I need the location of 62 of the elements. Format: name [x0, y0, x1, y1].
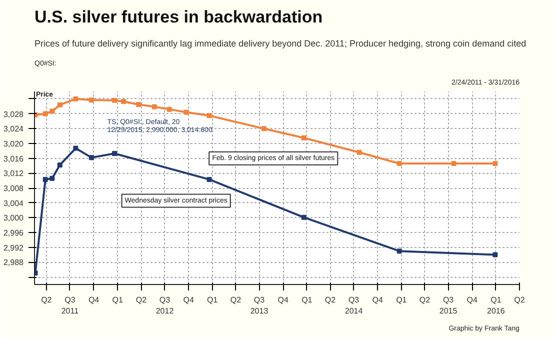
point [492, 161, 498, 166]
y-tick-label: 3,012 [3, 169, 24, 178]
y-tick-label: 2,992 [3, 243, 24, 252]
point [112, 98, 118, 103]
point [136, 102, 142, 107]
x-tick-label: Q3 2011 [61, 296, 80, 316]
y-tick-label: 2,996 [3, 228, 24, 238]
x-tick-label: Q1 [112, 296, 124, 304]
x-tick-label: Q3 2012 [156, 296, 174, 316]
x-tick-label: Q2 [41, 296, 52, 304]
chart-title: U.S. silver futures in backwardation [34, 8, 323, 26]
y-tick-label: 2,988 [3, 258, 24, 268]
point [42, 176, 48, 182]
point [73, 96, 78, 102]
y-tick-label: 3,000 [3, 214, 24, 223]
x-tick-label: Q3 2013 [250, 296, 269, 316]
point [121, 99, 126, 104]
x-tick-label: Q3 2014 [344, 296, 364, 316]
point [492, 252, 498, 258]
y-tick-label: 3,008 [3, 184, 24, 193]
y-tick-label: 3,020 [3, 139, 24, 148]
point [301, 214, 306, 220]
point [206, 176, 212, 182]
point [451, 161, 456, 166]
x-tick-label: Q1 2016 [487, 296, 506, 316]
point [396, 161, 402, 166]
point [88, 155, 94, 160]
point [301, 135, 306, 140]
x-tick-label: Q4 [183, 296, 194, 304]
x-tick-label: Q2 [324, 296, 336, 304]
y-tick-label: 3,024 [3, 124, 24, 134]
point [166, 106, 172, 112]
point [88, 98, 94, 103]
y-tick-label: 3,016 [3, 154, 24, 164]
x-tick-label: Q2 [514, 296, 526, 304]
point [184, 110, 189, 115]
x-tick-label: Q2 [230, 296, 242, 304]
point [356, 150, 362, 155]
x-tick-label: Q2 [419, 296, 431, 304]
point [73, 146, 78, 151]
point [152, 104, 157, 110]
x-tick-label: Q1 [396, 296, 408, 304]
point [206, 113, 212, 118]
x-tick-label: Q2 [136, 296, 148, 304]
x-tick-label: Q1 [207, 296, 218, 304]
point [57, 102, 62, 108]
point [112, 150, 118, 156]
point [50, 176, 55, 181]
x-tick-label: Q1 [302, 296, 313, 304]
x-tick-label: Q4 [466, 296, 478, 304]
x-tick-label: Q4 [372, 296, 384, 304]
y-tick-label: 3,004 [3, 198, 24, 208]
chart-subtitle: Prices of future delivery significantly lag immediate delivery beyond Dec. 2011; Producer hedging, strong coin demand cited [34, 38, 526, 48]
point [42, 111, 48, 116]
point [261, 126, 266, 132]
point [57, 162, 62, 168]
x-tick-label: Q3 2015 [439, 296, 458, 316]
point [50, 108, 55, 114]
point [396, 248, 402, 254]
x-tick-label: Q4 [88, 296, 100, 304]
y-tick-label: 3,028 [3, 110, 24, 119]
x-tick-label: Q4 [278, 296, 289, 304]
